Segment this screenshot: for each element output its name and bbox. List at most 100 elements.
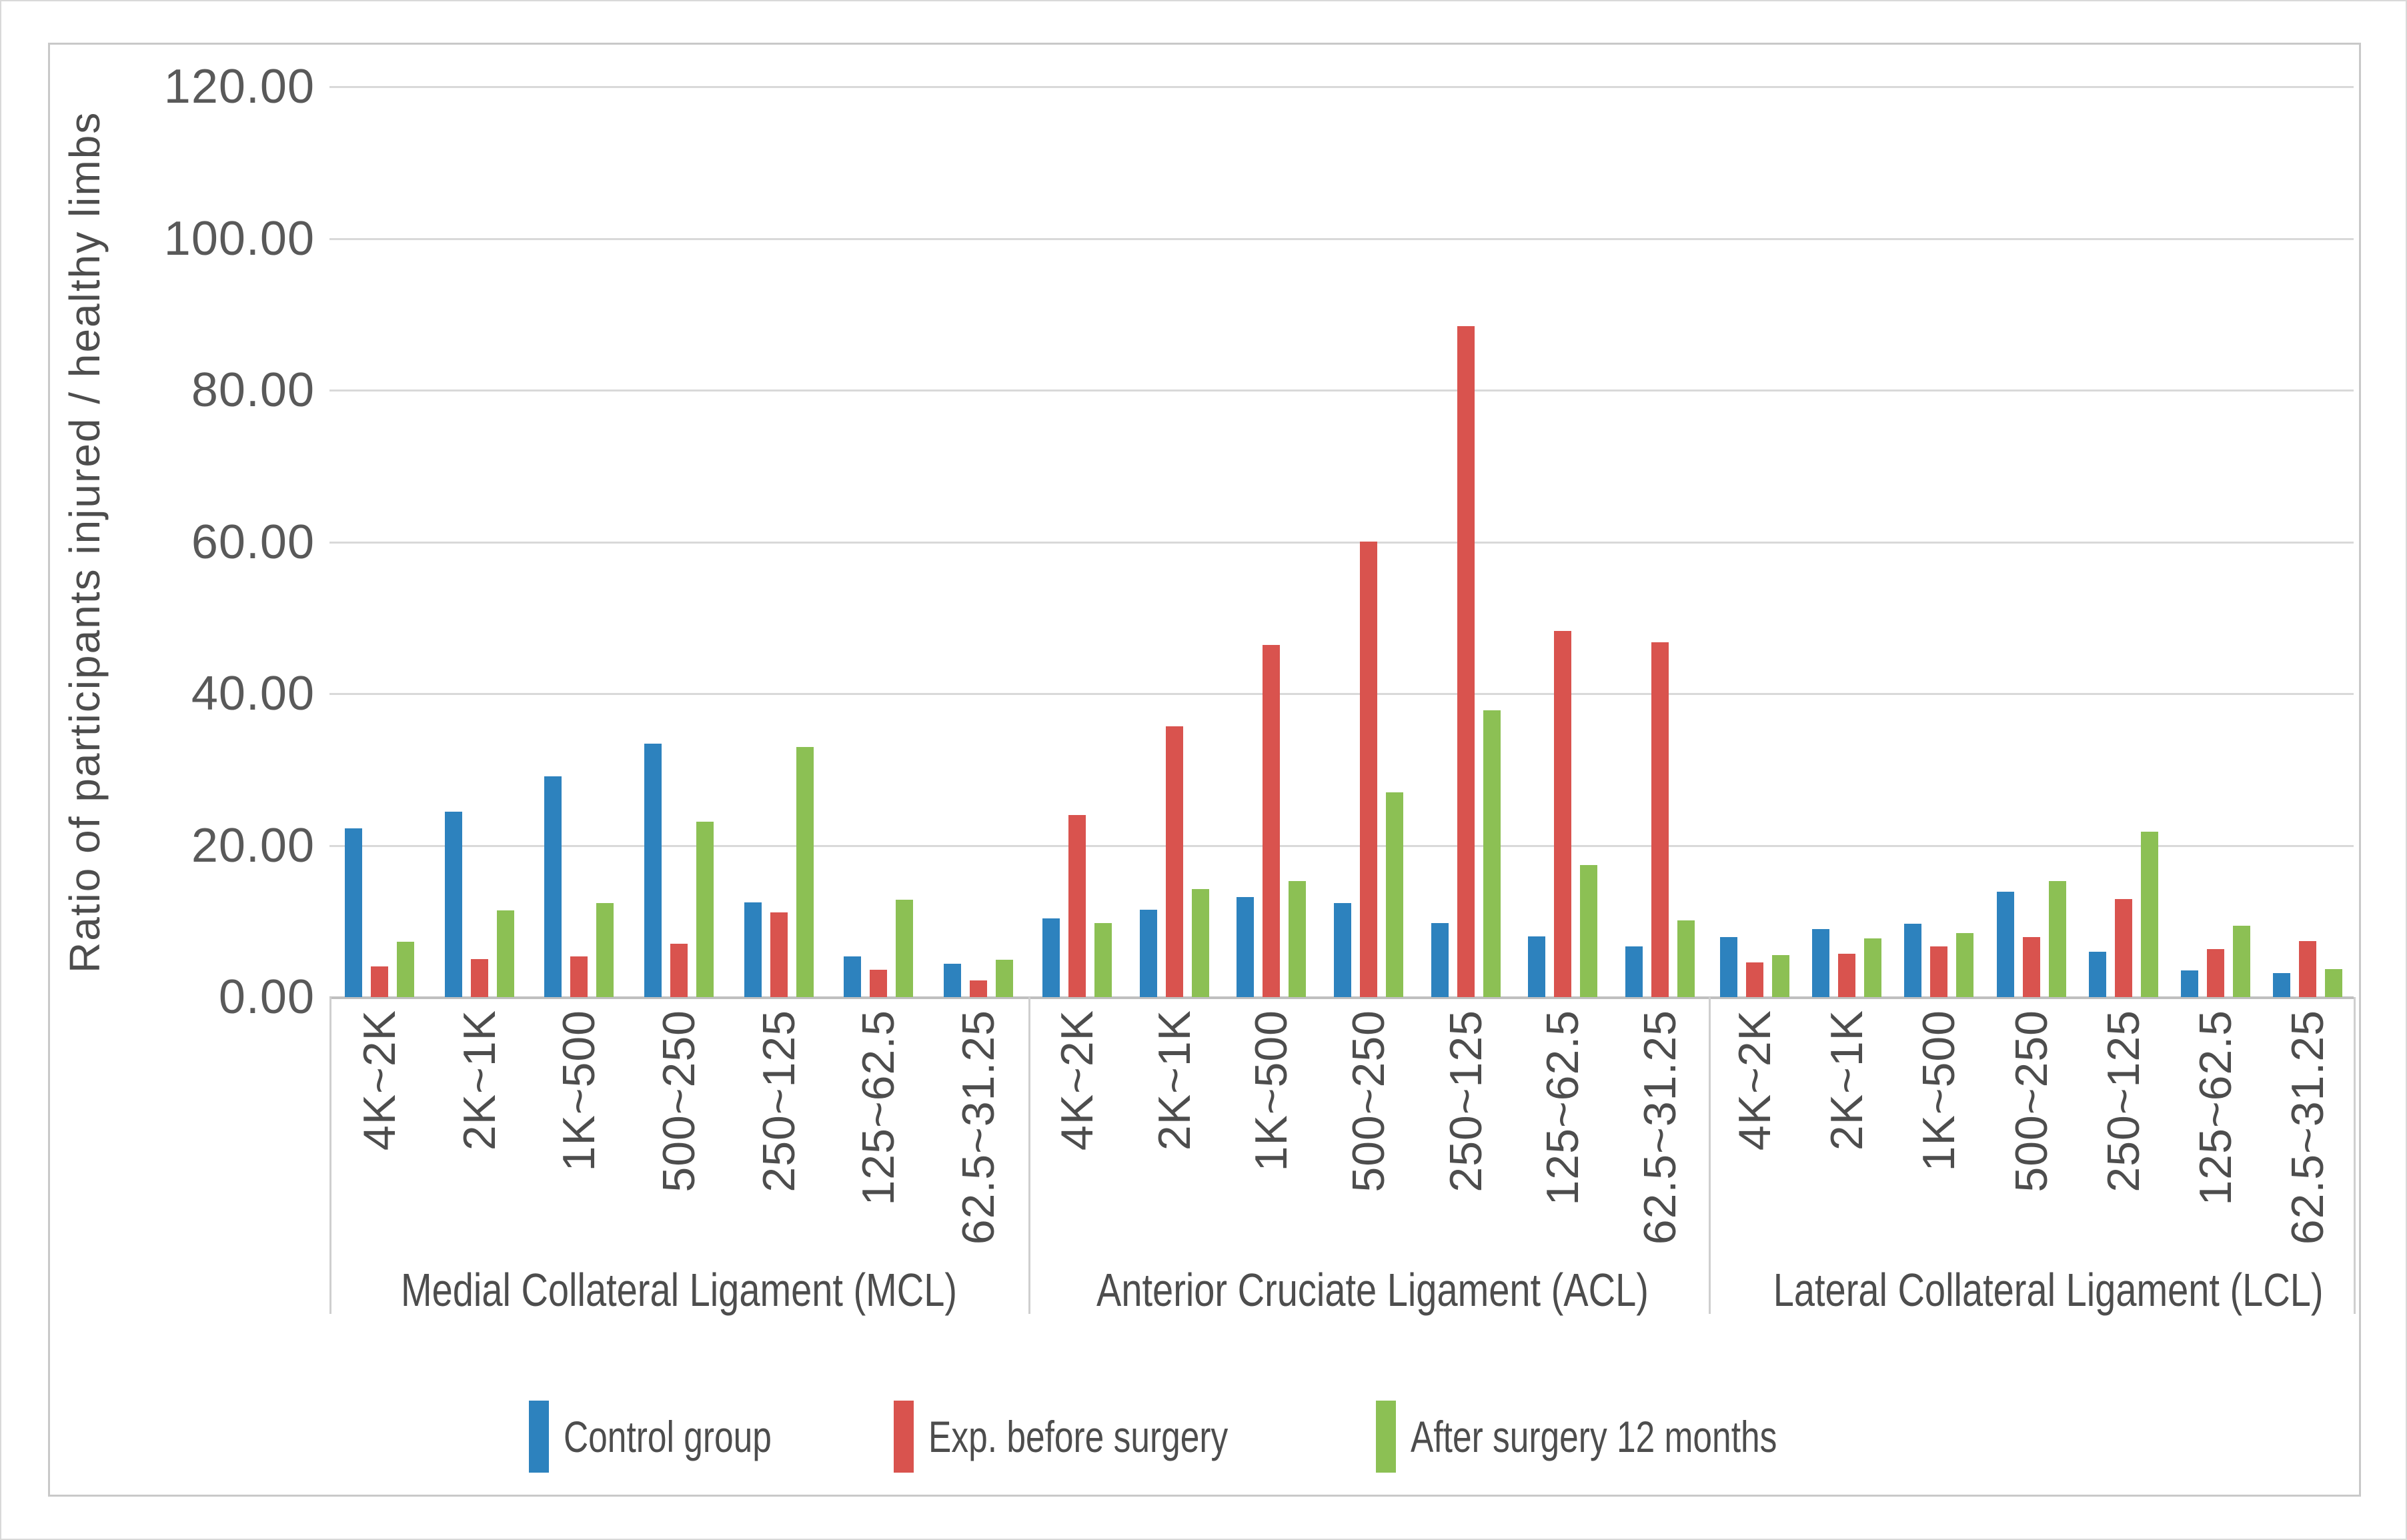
group-label: Medial Collateral Ligament (MCL): [400, 1264, 958, 1316]
bar-control-group: [1528, 936, 1545, 997]
y-tick-label: 40.00: [191, 667, 315, 720]
bar-exp-before-surgery: [471, 959, 488, 997]
group-label: Anterior Cruciate Ligament (ACL): [1096, 1264, 1649, 1316]
y-tick-label: 100.00: [163, 211, 315, 265]
bar-control-group: [1237, 897, 1254, 997]
bar-after-surgery-12-months: [1386, 792, 1403, 997]
bar-control-group: [844, 956, 861, 997]
bar-after-surgery-12-months: [2141, 832, 2158, 997]
bar-exp-before-surgery: [570, 956, 588, 997]
bar-control-group: [1334, 903, 1351, 997]
bar-control-group: [1812, 929, 1829, 997]
bar-control-group: [644, 744, 662, 997]
bar-control-group: [2089, 952, 2106, 997]
bar-control-group: [1140, 910, 1157, 997]
x-axis-line: [329, 996, 2354, 999]
legend-item: Control group: [529, 1401, 830, 1473]
gridline: [329, 844, 2354, 847]
legend-label: Control group: [564, 1412, 772, 1461]
bar-exp-before-surgery: [1930, 946, 1947, 997]
bar-after-surgery-12-months: [1580, 865, 1597, 997]
bar-control-group: [1720, 937, 1737, 997]
category-label: 500~250: [1343, 1010, 1394, 1193]
bar-exp-before-surgery: [1263, 645, 1280, 997]
bar-exp-before-surgery: [1838, 954, 1855, 997]
y-tick-label: 80.00: [191, 363, 315, 417]
bar-after-surgery-12-months: [1677, 920, 1695, 997]
bar-exp-before-surgery: [1360, 542, 1377, 997]
category-label: 2K~1K: [1821, 1010, 1872, 1151]
bar-control-group: [744, 902, 762, 997]
category-label: 2K~1K: [454, 1010, 505, 1151]
bar-exp-before-surgery: [1068, 815, 1086, 997]
category-label: 4K~2K: [354, 1010, 405, 1151]
category-label: 500~250: [2006, 1010, 2057, 1193]
legend-swatch: [894, 1401, 914, 1473]
bar-after-surgery-12-months: [2233, 926, 2250, 997]
axis-group-separator: [329, 997, 331, 1314]
y-tick-label: 0.00: [218, 970, 315, 1024]
category-label: 250~125: [2098, 1010, 2149, 1193]
category-label: 1K~500: [1913, 1010, 1964, 1172]
bar-after-surgery-12-months: [596, 903, 614, 997]
bar-exp-before-surgery: [2207, 949, 2224, 997]
bar-exp-before-surgery: [1457, 326, 1475, 997]
category-label: 125~62.5: [853, 1010, 904, 1206]
bar-after-surgery-12-months: [996, 960, 1013, 997]
bar-after-surgery-12-months: [497, 910, 514, 997]
y-tick-label: 60.00: [191, 515, 315, 569]
bar-after-surgery-12-months: [1864, 938, 1881, 997]
bar-control-group: [2181, 970, 2198, 997]
category-label: 125~62.5: [1537, 1010, 1588, 1206]
legend-label: Exp. before surgery: [928, 1412, 1229, 1461]
y-axis-title: Ratio of participants injured / healthy …: [61, 111, 109, 973]
category-label: 4K~2K: [1729, 1010, 1780, 1151]
bar-after-surgery-12-months: [1956, 933, 1973, 997]
bar-after-surgery-12-months: [896, 900, 913, 997]
bar-control-group: [1904, 924, 1921, 997]
bar-exp-before-surgery: [870, 970, 887, 997]
category-label: 62.5~31.25: [2282, 1010, 2333, 1245]
axis-group-separator: [2354, 997, 2356, 1314]
bar-exp-before-surgery: [1746, 962, 1763, 997]
category-label: 125~62.5: [2190, 1010, 2241, 1206]
bar-after-surgery-12-months: [1192, 889, 1209, 997]
gridline: [329, 541, 2354, 544]
category-label: 1K~500: [1246, 1010, 1297, 1172]
legend-item: After surgery 12 months: [1376, 1401, 1880, 1473]
category-label: 250~125: [1441, 1010, 1491, 1193]
bar-exp-before-surgery: [970, 980, 987, 997]
bar-after-surgery-12-months: [1094, 923, 1112, 997]
bar-exp-before-surgery: [1166, 726, 1183, 997]
bar-exp-before-surgery: [371, 966, 388, 997]
bar-control-group: [544, 776, 562, 997]
bar-exp-before-surgery: [2023, 937, 2040, 997]
axis-group-separator: [1028, 997, 1030, 1314]
bar-exp-before-surgery: [770, 912, 788, 997]
gridline: [329, 693, 2354, 695]
gridline: [329, 237, 2354, 240]
bar-exp-before-surgery: [1554, 631, 1571, 997]
legend-label: After surgery 12 months: [1411, 1412, 1777, 1461]
bar-exp-before-surgery: [2299, 941, 2316, 997]
bar-exp-before-surgery: [1651, 642, 1669, 997]
chart-frame: [48, 43, 2361, 1497]
bar-control-group: [1997, 892, 2014, 997]
legend-item: Exp. before surgery: [894, 1401, 1313, 1473]
bar-after-surgery-12-months: [1483, 710, 1501, 997]
bar-control-group: [345, 828, 362, 997]
axis-group-separator: [1709, 997, 1711, 1314]
group-label: Lateral Collateral Ligament (LCL): [1773, 1264, 2324, 1316]
y-tick-label: 20.00: [191, 818, 315, 872]
bar-control-group: [2273, 973, 2290, 997]
bar-control-group: [944, 964, 961, 997]
bar-after-surgery-12-months: [696, 822, 714, 997]
gridline: [329, 390, 2354, 392]
bar-after-surgery-12-months: [397, 942, 414, 997]
category-label: 62.5~31.25: [1635, 1010, 1685, 1245]
legend-swatch: [1376, 1401, 1397, 1473]
bar-after-surgery-12-months: [2049, 881, 2066, 997]
category-label: 1K~500: [554, 1010, 604, 1172]
bar-exp-before-surgery: [2115, 899, 2132, 997]
legend: Control group Exp. before surgery After su…: [1, 1401, 2406, 1473]
